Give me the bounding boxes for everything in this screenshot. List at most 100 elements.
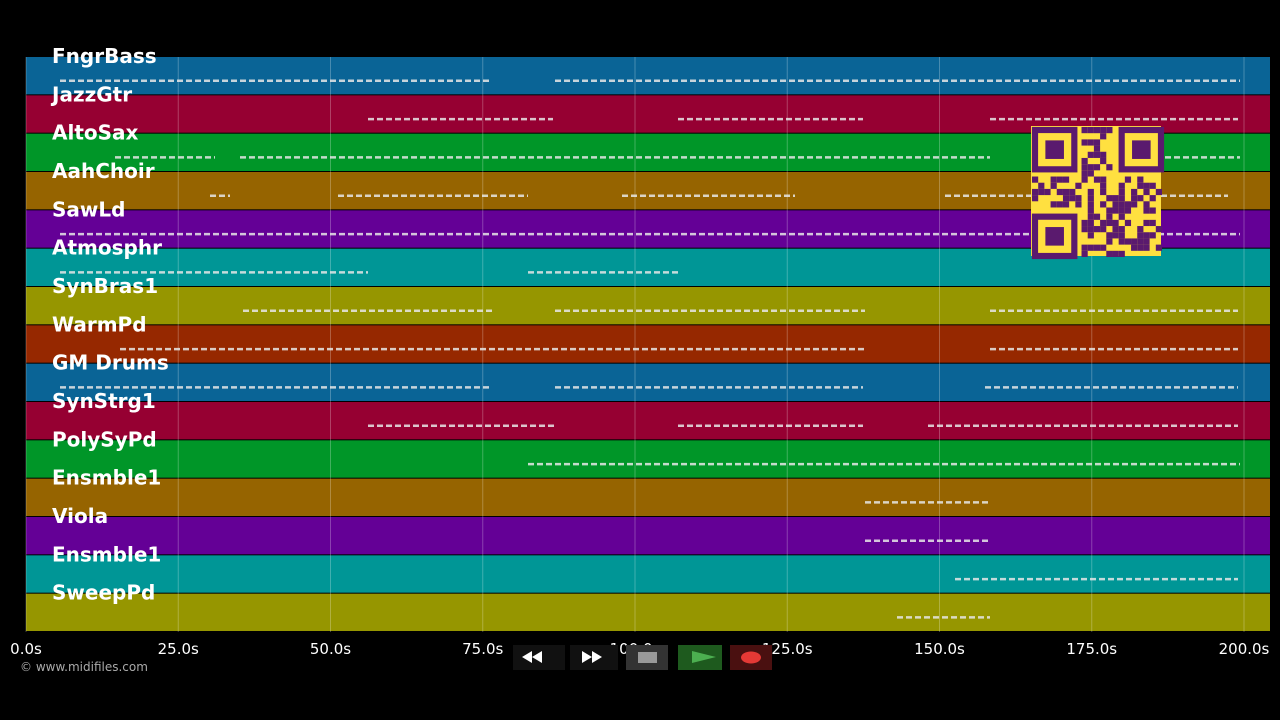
track-band	[26, 555, 1270, 593]
qr-module	[1093, 226, 1101, 233]
qr-module	[1081, 219, 1088, 227]
qr-module	[1137, 244, 1144, 251]
qr-module	[1118, 195, 1125, 202]
qr-module	[1087, 139, 1094, 146]
qr-finder-core	[1045, 227, 1064, 246]
qr-module	[1081, 226, 1088, 233]
track-name: AahChoir	[52, 159, 155, 183]
play-icon	[692, 651, 716, 663]
qr-module	[1093, 151, 1101, 158]
track-band	[26, 440, 1270, 478]
qr-module	[1093, 176, 1101, 183]
qr-module	[1118, 226, 1125, 233]
qr-finder	[1031, 126, 1078, 173]
qr-module	[1106, 164, 1113, 171]
record-icon	[741, 651, 761, 664]
qr-module	[1137, 238, 1144, 245]
qr-module	[1131, 188, 1138, 196]
track-name: AltoSax	[52, 121, 139, 145]
qr-module	[1056, 176, 1063, 183]
qr-module	[1112, 195, 1119, 202]
qr-module	[1062, 188, 1070, 196]
qr-module	[1050, 182, 1057, 189]
qr-module	[1087, 213, 1094, 220]
qr-module	[1131, 195, 1138, 202]
qr-module	[1069, 188, 1076, 196]
time-tick-label: 150.0s	[914, 640, 965, 658]
qr-module	[1112, 232, 1119, 239]
qr-module	[1100, 188, 1107, 196]
qr-module	[1131, 244, 1138, 251]
qr-module	[1062, 176, 1070, 183]
qr-module	[1081, 127, 1088, 134]
qr-module	[1131, 201, 1138, 208]
qr-module	[1106, 238, 1113, 245]
qr-module	[1112, 250, 1119, 257]
qr-module	[1087, 232, 1094, 239]
qr-finder-core	[1045, 140, 1064, 159]
track-name: SweepPd	[52, 581, 155, 605]
track-name: Atmosphr	[52, 236, 162, 260]
qr-module	[1044, 188, 1051, 196]
qr-module	[1131, 238, 1138, 245]
qr-module	[1118, 232, 1125, 239]
qr-module	[1062, 201, 1070, 208]
time-tick-label: 50.0s	[310, 640, 351, 658]
qr-module	[1081, 176, 1088, 183]
qr-module	[1081, 164, 1088, 171]
transport	[513, 645, 772, 670]
time-tick-label: 200.0s	[1219, 640, 1270, 658]
qr-module	[1137, 226, 1144, 233]
qr-module	[1112, 207, 1119, 214]
qr-finder	[1118, 126, 1165, 173]
qr-module	[1032, 188, 1039, 196]
qr-finder-core	[1132, 140, 1151, 159]
qr-module	[1087, 226, 1094, 233]
qr-module	[1106, 250, 1113, 257]
qr-module	[1081, 170, 1088, 177]
qr-module	[1143, 182, 1150, 189]
track-name: WarmPd	[52, 312, 147, 336]
qr-module	[1087, 164, 1094, 171]
track-labels: FngrBass JazzGtr AltoSax AahChoir SawLd Atmos…	[50, 44, 169, 605]
qr-module	[1075, 182, 1082, 189]
qr-module	[1093, 164, 1101, 171]
qr-module	[1137, 182, 1144, 189]
qr-module	[1143, 238, 1150, 245]
qr-module	[1106, 219, 1113, 227]
qr-module	[1100, 127, 1107, 134]
qr-module	[1137, 232, 1144, 239]
qr-module	[1087, 244, 1094, 251]
qr-module	[1075, 195, 1082, 202]
track-name: SawLd	[52, 197, 125, 221]
notes	[60, 79, 1240, 619]
qr-module	[1112, 219, 1119, 227]
qr-module	[1087, 195, 1094, 202]
qr-module	[1143, 219, 1150, 227]
qr-module	[1155, 244, 1162, 251]
qr-module	[1100, 182, 1107, 189]
qr-module	[1075, 201, 1082, 208]
qr-finder	[1031, 213, 1078, 260]
time-axis: 0.0s25.0s50.0s75.0s100.0s125.0s150.0s175…	[10, 640, 1269, 658]
qr-module	[1100, 244, 1107, 251]
track-name: SynBras1	[52, 274, 158, 298]
time-tick-label: 175.0s	[1066, 640, 1117, 658]
time-tick-label: 75.0s	[462, 640, 503, 658]
qr-module	[1137, 195, 1144, 202]
qr-code	[1031, 126, 1165, 260]
qr-module	[1155, 188, 1162, 196]
qr-module	[1087, 207, 1094, 214]
qr-module	[1149, 182, 1156, 189]
track-band	[26, 478, 1270, 516]
qr-module	[1032, 195, 1039, 202]
qr-module	[1143, 244, 1150, 251]
qr-module	[1118, 201, 1125, 208]
track-name: Ensmble1	[52, 466, 161, 490]
qr-module	[1118, 182, 1125, 189]
grid	[25, 57, 1245, 632]
qr-module	[1032, 176, 1039, 183]
qr-module	[1124, 238, 1132, 245]
qr-module	[1093, 139, 1101, 146]
qr-module	[1106, 232, 1113, 239]
